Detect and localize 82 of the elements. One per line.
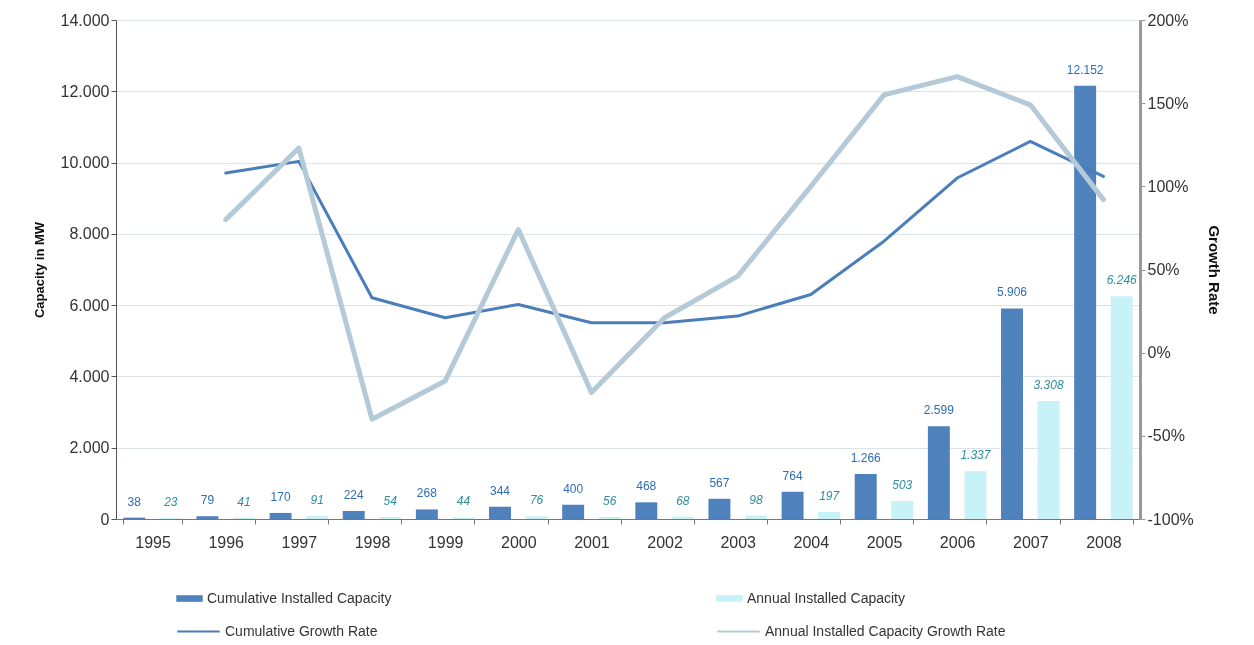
data-label: 6.246 — [1106, 273, 1138, 288]
bar — [306, 515, 329, 519]
legend-label: Cumulative Installed Capacity — [207, 589, 392, 606]
bar — [562, 504, 585, 519]
bar — [964, 471, 987, 519]
x-tick-label: 2002 — [647, 533, 683, 551]
data-label: 56 — [603, 494, 617, 508]
data-label: 44 — [456, 494, 471, 509]
data-label: 5.906 — [996, 285, 1028, 300]
data-label: 79 — [200, 493, 215, 508]
x-tick-label: 1996 — [208, 533, 245, 551]
x-tick-label: 2001 — [574, 533, 610, 551]
data-label: 12.152 — [1066, 62, 1104, 77]
y2-tick-label: 50% — [1147, 261, 1180, 278]
bar — [635, 502, 658, 519]
x-tick-label: 1998 — [354, 533, 391, 551]
bar — [415, 509, 438, 519]
bar — [196, 516, 219, 519]
y2-tick-label: -100% — [1147, 510, 1194, 528]
data-label: 1.337 — [960, 448, 992, 463]
data-label: 3.308 — [1033, 378, 1064, 393]
x-tick-label: 1997 — [281, 533, 318, 551]
data-label: 400 — [563, 481, 584, 496]
x-tick-label: 1995 — [135, 533, 171, 551]
y-tick-label: 0 — [100, 510, 110, 528]
y2-tick-label: 150% — [1147, 94, 1189, 112]
bar — [818, 511, 841, 519]
y-axis-title: Capacity in MW — [31, 221, 47, 319]
legend-label: Annual Installed Capacity Growth Rate — [765, 622, 1006, 639]
data-label: 224 — [343, 488, 365, 503]
data-label: 38 — [127, 494, 142, 509]
y-tick-label: 4.000 — [69, 367, 110, 385]
bar — [781, 491, 804, 519]
data-label: 2.599 — [923, 403, 955, 418]
bar — [342, 511, 365, 519]
bar — [489, 506, 511, 519]
bar — [854, 473, 877, 519]
data-label: 41 — [237, 494, 251, 509]
bar — [1001, 308, 1023, 519]
data-label: 567 — [709, 475, 730, 490]
data-label: 268 — [416, 486, 438, 501]
data-label: 344 — [489, 483, 511, 498]
x-tick-label: 2007 — [1012, 533, 1049, 551]
x-tick-label: 2003 — [720, 533, 757, 551]
x-tick-label: 1999 — [427, 533, 464, 551]
bar — [525, 516, 548, 519]
data-label: 98 — [749, 492, 763, 507]
x-tick-label: 2008 — [1086, 533, 1122, 551]
bar — [1110, 296, 1133, 519]
legend-label: Annual Installed Capacity — [747, 589, 905, 606]
bar — [891, 501, 914, 519]
x-tick-label: 2004 — [793, 533, 830, 551]
x-tick-label: 2000 — [500, 533, 537, 551]
y2-tick-label: 0% — [1147, 344, 1171, 362]
x-tick-label: 2005 — [866, 533, 903, 551]
data-label: 54 — [383, 494, 398, 509]
data-label: 764 — [782, 468, 803, 483]
y-tick-label: 6.000 — [69, 296, 110, 314]
data-label: 503 — [892, 478, 913, 493]
y2-axis-title: Growth Rate — [1205, 225, 1223, 315]
bar — [1037, 401, 1060, 519]
bar — [927, 426, 950, 519]
bar — [708, 498, 731, 519]
y2-tick-label: 200% — [1147, 11, 1189, 29]
y2-tick-label: 100% — [1147, 177, 1189, 195]
data-label: 170 — [270, 489, 291, 504]
y-tick-label: 8.000 — [69, 225, 110, 243]
data-label: 91 — [310, 492, 324, 507]
y-tick-label: 14.000 — [60, 11, 110, 29]
y-tick-label: 12.000 — [60, 82, 110, 100]
legend-label: Cumulative Growth Rate — [225, 622, 378, 639]
y-tick-label: 10.000 — [60, 154, 110, 172]
data-label: 68 — [676, 493, 690, 508]
data-label: 468 — [636, 479, 657, 494]
data-label: 1.266 — [850, 450, 882, 465]
data-label: 23 — [163, 495, 178, 510]
x-tick-label: 2006 — [939, 533, 976, 551]
bar — [269, 512, 292, 519]
data-label: 76 — [529, 493, 544, 508]
data-label: 197 — [819, 488, 841, 503]
y2-tick-label: -50% — [1147, 427, 1185, 445]
y-tick-label: 2.000 — [69, 439, 110, 457]
